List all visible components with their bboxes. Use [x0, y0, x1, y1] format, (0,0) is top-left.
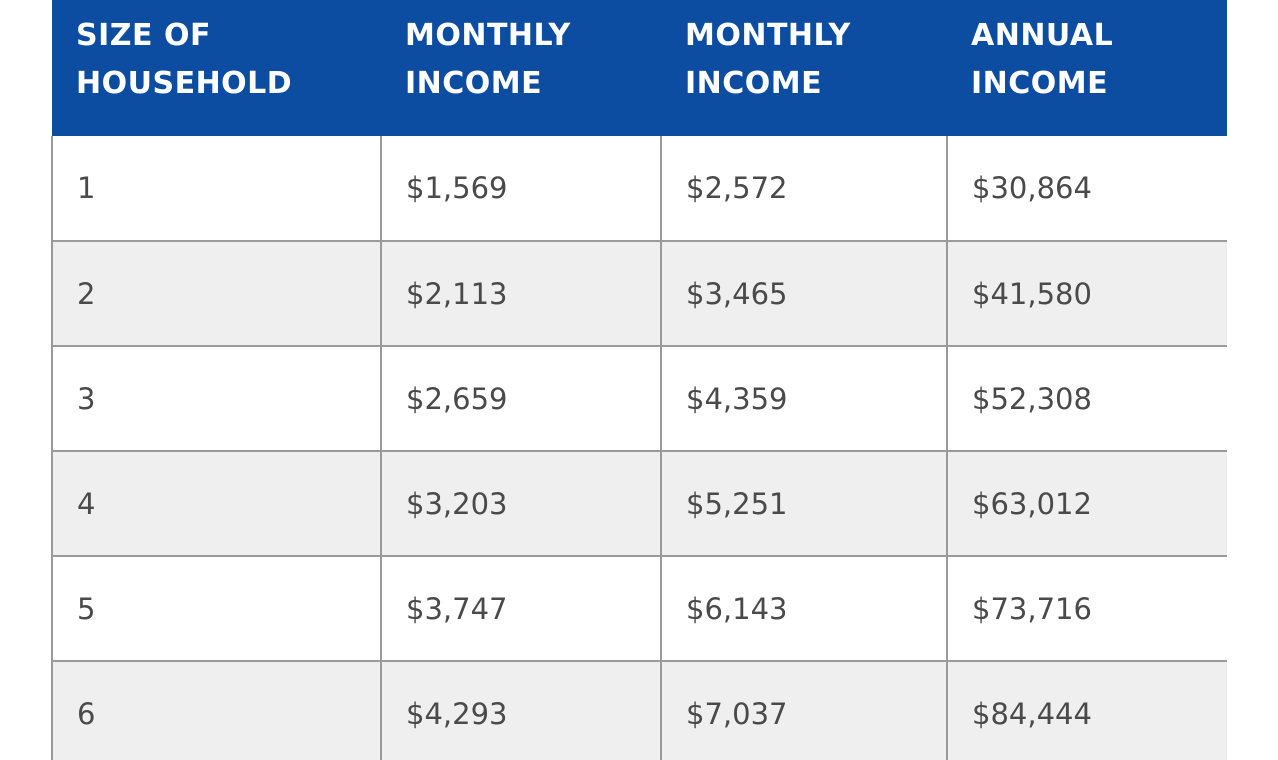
table-row: 6 $4,293 $7,037 $84,444: [51, 660, 1227, 760]
cell-household-size: 6: [51, 660, 382, 760]
table-row: 2 $2,113 $3,465 $41,580: [51, 240, 1227, 347]
cell-monthly-income-2: $7,037: [660, 660, 948, 760]
cell-monthly-income-1: $2,113: [380, 240, 662, 347]
cell-monthly-income-1: $3,747: [380, 555, 662, 662]
header-monthly-income-1: MONTHLY INCOME: [381, 0, 661, 136]
cell-monthly-income-2: $3,465: [660, 240, 948, 347]
cell-monthly-income-2: $4,359: [660, 345, 948, 452]
cell-monthly-income-2: $5,251: [660, 450, 948, 557]
cell-household-size: 5: [51, 555, 382, 662]
cell-annual-income: $63,012: [946, 450, 1227, 557]
table-row: 3 $2,659 $4,359 $52,308: [51, 345, 1227, 452]
cell-household-size: 3: [51, 345, 382, 452]
header-line: HOUSEHOLD: [76, 66, 293, 101]
income-table-container: SIZE OF HOUSEHOLD MONTHLY INCOME MONTHLY…: [51, 0, 1227, 760]
cell-monthly-income-1: $4,293: [380, 660, 662, 760]
cell-household-size: 2: [51, 240, 382, 347]
header-line: MONTHLY: [405, 18, 571, 53]
header-annual-income: ANNUAL INCOME: [947, 0, 1227, 136]
header-line: INCOME: [405, 66, 543, 101]
cell-annual-income: $84,444: [946, 660, 1227, 760]
header-line: SIZE OF: [76, 18, 211, 53]
table-row: 4 $3,203 $5,251 $63,012: [51, 450, 1227, 557]
header-household-size: SIZE OF HOUSEHOLD: [52, 0, 381, 136]
income-table: SIZE OF HOUSEHOLD MONTHLY INCOME MONTHLY…: [51, 0, 1227, 760]
table-row: 5 $3,747 $6,143 $73,716: [51, 555, 1227, 662]
cell-monthly-income-2: $6,143: [660, 555, 948, 662]
header-line: INCOME: [685, 66, 823, 101]
cell-annual-income: $52,308: [946, 345, 1227, 452]
header-row: SIZE OF HOUSEHOLD MONTHLY INCOME MONTHLY…: [52, 0, 1227, 136]
cell-household-size: 4: [51, 450, 382, 557]
cell-annual-income: $41,580: [946, 240, 1227, 347]
header-line: INCOME: [971, 66, 1109, 101]
cell-monthly-income-2: $2,572: [660, 136, 948, 242]
header-line: ANNUAL: [971, 18, 1114, 53]
header-line: MONTHLY: [685, 18, 851, 53]
cell-monthly-income-1: $2,659: [380, 345, 662, 452]
header-monthly-income-2: MONTHLY INCOME: [661, 0, 947, 136]
cell-monthly-income-1: $3,203: [380, 450, 662, 557]
table-body: 1 $1,569 $2,572 $30,864 2 $2,113 $3,465 …: [51, 136, 1227, 760]
cell-annual-income: $30,864: [946, 136, 1227, 242]
table-header: SIZE OF HOUSEHOLD MONTHLY INCOME MONTHLY…: [52, 0, 1227, 136]
cell-annual-income: $73,716: [946, 555, 1227, 662]
table-row: 1 $1,569 $2,572 $30,864: [51, 136, 1227, 242]
cell-household-size: 1: [51, 136, 382, 242]
cell-monthly-income-1: $1,569: [380, 136, 662, 242]
